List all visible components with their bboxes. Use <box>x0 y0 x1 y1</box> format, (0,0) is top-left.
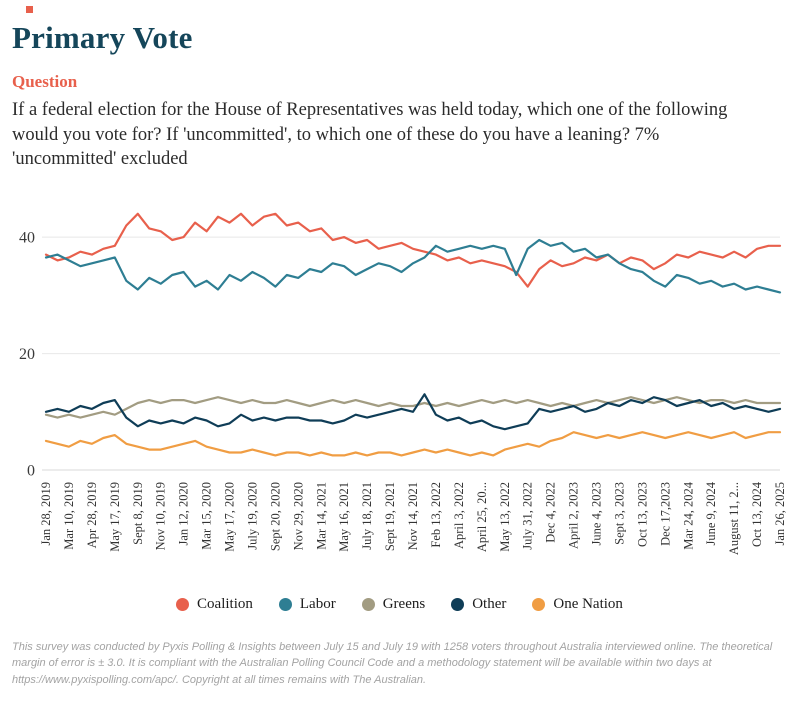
x-tick-label: Oct 13, 2023 <box>635 482 649 547</box>
survey-disclaimer: This survey was conducted by Pyxis Polli… <box>12 640 773 686</box>
labor-swatch-icon <box>278 597 292 611</box>
x-tick-label: May 16, 2021 <box>337 482 351 552</box>
legend-item-greens[interactable]: Greens <box>361 595 426 613</box>
x-tick-label: Nov 14, 2021 <box>406 482 420 550</box>
series-line-labor[interactable] <box>44 238 782 294</box>
x-tick-label: Jan 26, 2025 <box>773 482 787 546</box>
legend-item-one-nation[interactable]: One Nation <box>532 596 623 613</box>
x-tick-label: June 4, 2023 <box>590 482 604 546</box>
series-line-greens[interactable] <box>44 395 782 419</box>
legend-label-coalition: Coalition <box>197 595 253 612</box>
x-tick-label: Jan 12, 2020 <box>177 482 191 546</box>
legend-label-one-nation: One Nation <box>553 595 623 612</box>
x-tick-label: July 31, 2022 <box>521 482 535 550</box>
question-text: If a federal election for the House of R… <box>12 100 728 170</box>
series-line-other[interactable] <box>44 392 782 431</box>
legend-label-other: Other <box>472 595 507 612</box>
other-swatch-icon <box>451 597 465 611</box>
x-tick-label: July 18, 2021 <box>360 482 374 550</box>
x-tick-label: Feb 13, 2022 <box>429 482 443 548</box>
legend-label-labor: Labor <box>299 595 336 612</box>
x-tick-label: Nov 29, 2020 <box>291 482 305 550</box>
x-tick-label: April 3, 2022 <box>452 482 466 549</box>
red-corner-mark <box>26 6 33 13</box>
x-tick-label: Sept 19, 2021 <box>383 482 397 551</box>
series-line-coalition[interactable] <box>44 212 782 288</box>
primary-vote-chart[interactable]: 0 20 40 Jan 28, 2019 Mar 10, 2019 Apr 28, 201… <box>12 198 787 582</box>
coalition-swatch-icon <box>176 597 190 611</box>
y-tick-label: 0 <box>27 462 35 479</box>
x-tick-label: May 17, 2019 <box>108 482 122 552</box>
x-tick-label: April 2, 2023 <box>567 482 581 549</box>
x-tick-label: Mar 10, 2019 <box>62 482 76 550</box>
greens-swatch-icon <box>361 597 375 611</box>
x-tick-label: May 17, 2020 <box>223 482 237 552</box>
page-title: Primary Vote <box>12 20 193 55</box>
x-tick-label: Mar 15, 2020 <box>200 482 214 550</box>
legend-label-greens: Greens <box>382 595 426 612</box>
x-tick-label: Mar 14, 2021 <box>314 482 328 550</box>
legend-item-other[interactable]: Other <box>451 596 506 613</box>
y-tick-label: 40 <box>19 229 35 246</box>
x-tick-label: Dec 4, 2022 <box>544 482 558 543</box>
x-tick-label: Dec 17,2023 <box>658 482 672 546</box>
x-tick-label: Sept 3, 2023 <box>612 482 626 545</box>
one-nation-swatch-icon <box>532 597 546 611</box>
x-tick-label: May 13, 2022 <box>498 482 512 552</box>
x-tick-label: Sept 20, 2020 <box>268 482 282 551</box>
y-tick-label: 20 <box>19 346 35 363</box>
x-tick-label: Jan 28, 2019 <box>39 482 53 546</box>
x-tick-label: Sept 8, 2019 <box>131 482 145 545</box>
series-line-one-nation[interactable] <box>44 430 782 457</box>
legend: Coalition Labor Greens Other One Nation <box>12 596 787 613</box>
x-tick-label: Apr 28, 2019 <box>85 482 99 548</box>
chart-area: 0 20 40 Jan 28, 2019 Mar 10, 2019 Apr 28, 201… <box>12 198 787 582</box>
x-tick-label: Nov 10, 2019 <box>154 482 168 550</box>
legend-item-labor[interactable]: Labor <box>278 595 336 613</box>
x-tick-label: Mar 24, 2024 <box>681 481 695 549</box>
x-tick-label: June 9, 2024 <box>704 481 718 545</box>
legend-item-coalition[interactable]: Coalition <box>176 596 253 613</box>
x-tick-label: April 25, 20... <box>475 482 489 552</box>
question-heading: Question <box>12 72 78 91</box>
x-tick-label: August 11, 2... <box>727 482 741 555</box>
x-tick-label: July 19, 2020 <box>245 482 259 550</box>
x-tick-label: Oct 13, 2024 <box>750 481 764 547</box>
